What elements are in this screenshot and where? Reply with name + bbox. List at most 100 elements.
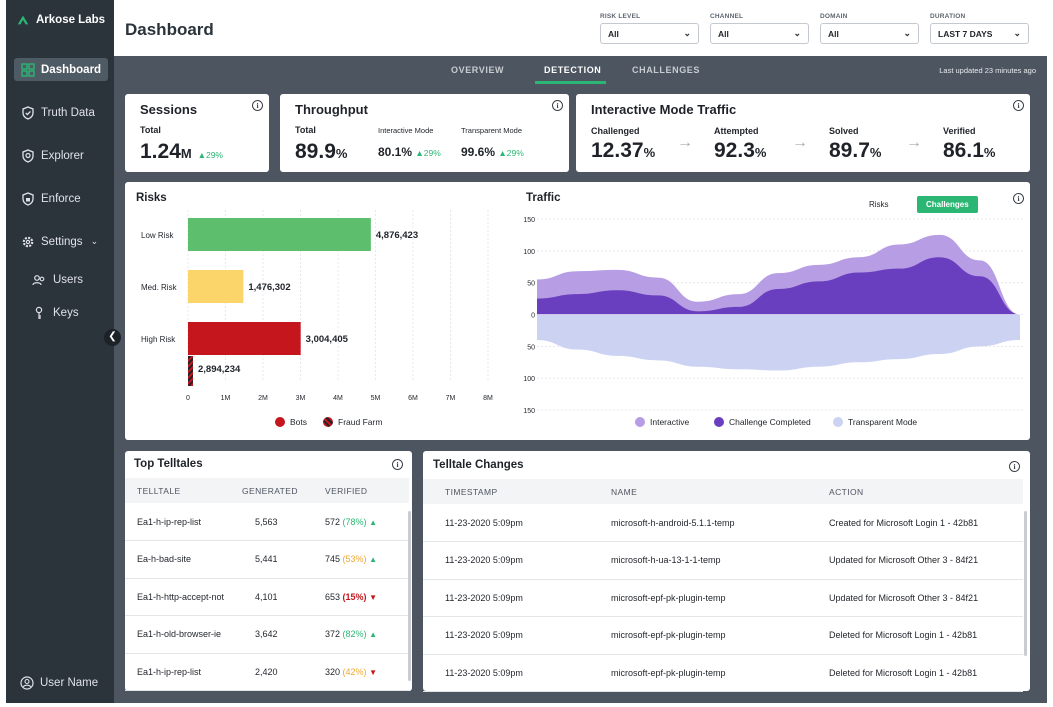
interactive-traffic-card: Interactive Mode Traffic i Challenged 12… bbox=[576, 94, 1030, 172]
tab-detection[interactable]: DETECTION bbox=[544, 65, 602, 75]
table-row[interactable]: 11-23-2020 5:09pm microsoft-epf-pk-plugin… bbox=[423, 616, 1023, 655]
column-header[interactable]: ACTION bbox=[829, 479, 1023, 504]
change-timestamp: 11-23-2020 5:09pm bbox=[423, 579, 611, 617]
tab-bar: OVERVIEW DETECTION CHALLENGES Last updat… bbox=[114, 56, 1047, 84]
risks-chart-title: Risks bbox=[136, 192, 167, 204]
metric-value: 86.1 bbox=[943, 139, 984, 162]
table-row[interactable]: 11-23-2020 5:09pm microsoft-h-android-5.1… bbox=[423, 504, 1023, 542]
x-tick-label: 3M bbox=[296, 395, 306, 402]
table-row[interactable]: 11-23-2020 5:09pm microsoft-epf-pk-plugin… bbox=[423, 579, 1023, 617]
legend-label: Fraud Farm bbox=[338, 417, 383, 427]
bar-value-label: 2,894,234 bbox=[198, 364, 241, 375]
sidebar-item-truth-data[interactable]: Truth Data bbox=[14, 101, 108, 124]
scrollbar[interactable] bbox=[1024, 511, 1027, 656]
change-timestamp: 11-23-2020 5:09pm bbox=[423, 504, 611, 542]
sidebar-item-settings[interactable]: Settings ⌄ bbox=[14, 230, 108, 253]
y-tick-label: 50 bbox=[527, 281, 535, 288]
info-icon[interactable]: i bbox=[392, 459, 403, 470]
bar-value-label: 1,476,302 bbox=[248, 282, 290, 293]
legend-label: Bots bbox=[290, 417, 308, 427]
x-tick-label: 4M bbox=[333, 395, 343, 402]
verified-count: 572 bbox=[325, 516, 341, 527]
domain-select[interactable]: All ⌄ bbox=[820, 23, 919, 44]
page-title: Dashboard bbox=[125, 20, 214, 39]
metric-unit: % bbox=[754, 145, 767, 160]
scrollbar[interactable] bbox=[408, 511, 411, 681]
info-icon[interactable]: i bbox=[552, 100, 563, 111]
filter-label: DURATION bbox=[930, 13, 966, 20]
filter-label: DOMAIN bbox=[820, 13, 848, 20]
legend-fraud-farm[interactable]: Fraud Farm bbox=[323, 417, 382, 427]
x-tick-label: 5M bbox=[371, 395, 381, 402]
sidebar-item-label: Enforce bbox=[41, 192, 81, 205]
telltale-changes-card: Telltale Changes i TIMESTAMP NAME ACTION… bbox=[423, 451, 1030, 692]
traffic-chart: 150 100 50 0 50 100 150 bbox=[523, 217, 1025, 415]
filter-duration: DURATION LAST 7 DAYS ⌄ bbox=[930, 13, 1029, 44]
verified-percent: (78%) bbox=[342, 516, 367, 527]
column-header[interactable]: TELLTALE bbox=[125, 478, 242, 503]
verified-cell: 653 (15%) ▼ bbox=[325, 578, 409, 616]
sidebar-subitem-users[interactable]: Users bbox=[32, 271, 83, 289]
column-header[interactable]: GENERATED bbox=[242, 478, 325, 503]
duration-select[interactable]: LAST 7 DAYS ⌄ bbox=[930, 23, 1029, 44]
x-tick-label: 2M bbox=[258, 395, 268, 402]
sidebar-item-explorer[interactable]: Explorer bbox=[14, 144, 108, 167]
sidebar-item-dashboard[interactable]: Dashboard bbox=[14, 58, 108, 81]
info-icon[interactable]: i bbox=[252, 100, 263, 111]
sidebar-item-label: Explorer bbox=[41, 149, 84, 162]
info-icon[interactable]: i bbox=[1013, 193, 1024, 204]
user-avatar-icon bbox=[20, 676, 34, 690]
select-value: LAST 7 DAYS bbox=[938, 28, 993, 39]
table-row[interactable]: Ea-h-bad-site 5,441 745 (53%) ▲ bbox=[125, 540, 409, 579]
sessions-card: Sessions i Total 1.24M ▲29% bbox=[125, 94, 269, 172]
tab-overview[interactable]: OVERVIEW bbox=[451, 65, 505, 75]
channel-select[interactable]: All ⌄ bbox=[710, 23, 809, 44]
metric-value: 89.9 bbox=[295, 140, 336, 163]
table-row[interactable]: Ea1-h-old-browser-ie 3,642 372 (82%) ▲ bbox=[125, 615, 409, 654]
info-icon[interactable]: i bbox=[1009, 461, 1020, 472]
tab-challenges[interactable]: CHALLENGES bbox=[632, 65, 701, 75]
user-menu[interactable]: User Name bbox=[20, 676, 98, 690]
category-label: Low Risk bbox=[141, 231, 174, 240]
card-title: Interactive Mode Traffic bbox=[591, 102, 737, 117]
verified-cell: 372 (82%) ▲ bbox=[325, 615, 409, 654]
column-header[interactable]: NAME bbox=[611, 479, 829, 504]
toggle-challenges[interactable]: Challenges bbox=[917, 196, 978, 213]
filter-channel: CHANNEL All ⌄ bbox=[710, 13, 809, 44]
change-action: Updated for Microsoft Other 3 - 84f21 bbox=[829, 541, 1023, 580]
table-row[interactable]: Ea1-h-ip-rep-list 2,420 320 (42%) ▼ bbox=[125, 653, 409, 691]
trend-up-icon: ▲ bbox=[369, 555, 377, 565]
category-label: High Risk bbox=[141, 335, 176, 344]
verified-cell: 320 (42%) ▼ bbox=[325, 653, 409, 691]
table-row[interactable]: 11-23-2020 5:09pm microsoft-epf-pk-plugin… bbox=[423, 654, 1023, 692]
legend-bots[interactable]: Bots bbox=[275, 417, 307, 427]
select-value: All bbox=[718, 28, 729, 39]
risk-level-select[interactable]: All ⌄ bbox=[600, 23, 699, 44]
legend-interactive[interactable]: Interactive bbox=[635, 417, 689, 427]
brand[interactable]: Arkose Labs bbox=[16, 10, 105, 30]
sidebar-collapse-button[interactable]: ❮ bbox=[104, 329, 121, 346]
x-tick-label: 7M bbox=[446, 395, 456, 402]
sidebar-subitem-keys[interactable]: Keys bbox=[32, 304, 79, 322]
telltale-changes-table: TIMESTAMP NAME ACTION 11-23-2020 5:09pm m… bbox=[423, 479, 1023, 692]
column-header[interactable]: VERIFIED bbox=[325, 478, 409, 503]
legend-transparent-mode[interactable]: Transparent Mode bbox=[833, 417, 917, 427]
info-icon[interactable]: i bbox=[1013, 100, 1024, 111]
change-timestamp: 11-23-2020 5:09pm bbox=[423, 541, 611, 580]
metric-label: Total bbox=[140, 125, 161, 135]
top-telltales-card: Top Telltales i TELLTALE GENERATED VERIF… bbox=[125, 451, 412, 691]
table-header-row: TELLTALE GENERATED VERIFIED bbox=[125, 478, 409, 503]
solved-value: 89.7% bbox=[829, 139, 881, 163]
legend-label: Challenge Completed bbox=[729, 417, 811, 427]
table-row[interactable]: Ea1-h-http-accept-not 4,101 653 (15%) ▼ bbox=[125, 578, 409, 616]
y-tick-label: 150 bbox=[523, 217, 535, 224]
toggle-risks[interactable]: Risks bbox=[869, 200, 889, 209]
change-action: Deleted for Microsoft Login 1 - 42b81 bbox=[829, 654, 1023, 692]
table-row[interactable]: 11-23-2020 5:09pm microsoft-h-ua-13-1-1-t… bbox=[423, 541, 1023, 580]
legend-challenge-completed[interactable]: Challenge Completed bbox=[714, 417, 811, 427]
arkose-logo-icon bbox=[17, 15, 29, 25]
column-header[interactable]: TIMESTAMP bbox=[423, 479, 611, 504]
sidebar-item-enforce[interactable]: Enforce bbox=[14, 187, 108, 210]
chevron-down-icon: ⌄ bbox=[683, 28, 691, 38]
table-row[interactable]: Ea1-h-ip-rep-list 5,563 572 (78%) ▲ bbox=[125, 503, 409, 541]
